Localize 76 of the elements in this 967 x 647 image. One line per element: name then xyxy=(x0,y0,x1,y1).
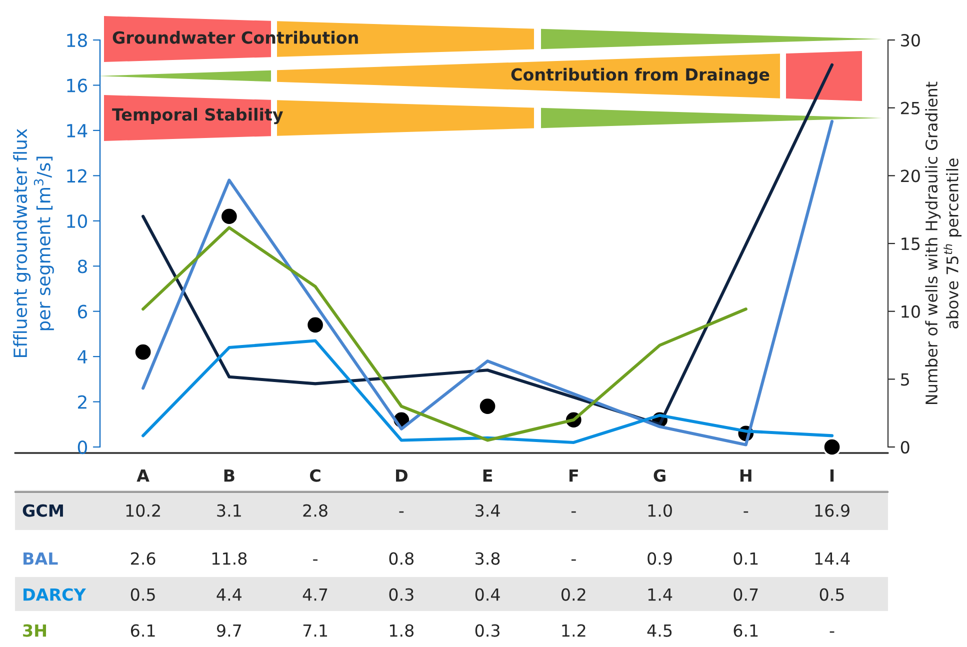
x-tick-label: G xyxy=(654,469,666,482)
data-label: 2.6 xyxy=(131,552,156,565)
x-tick-label: I xyxy=(830,469,834,482)
y2-tick-label: 5 xyxy=(901,373,909,386)
data-label: 7.1 xyxy=(303,624,328,637)
y-tick-label: 16 xyxy=(67,78,88,92)
data-label: 0.2 xyxy=(562,588,586,601)
y-tick-label: 12 xyxy=(67,169,86,183)
data-label: 3.8 xyxy=(476,552,500,565)
x-tick-label: C xyxy=(310,469,320,482)
data-label: 1.4 xyxy=(648,588,672,601)
y2-tick-label: 25 xyxy=(901,102,920,114)
point xyxy=(220,207,239,226)
data-label: 0.8 xyxy=(389,552,414,565)
y2-tick-label: 10 xyxy=(902,305,920,318)
data-label: 11.8 xyxy=(212,552,247,565)
y2-tick-label: 30 xyxy=(901,34,920,47)
data-label: 4.4 xyxy=(216,588,242,601)
data-label: 9.7 xyxy=(216,624,242,637)
data-label: 1.2 xyxy=(562,624,586,637)
x-tick-label: H xyxy=(740,469,752,482)
text: 3H xyxy=(23,624,46,637)
data-label: 0.1 xyxy=(734,552,758,565)
data-label: 6.1 xyxy=(734,624,758,637)
y-tick-label: 10 xyxy=(67,214,87,228)
text: - xyxy=(399,511,404,513)
data-label: 4.7 xyxy=(302,588,328,601)
y-tick-label: 14 xyxy=(67,124,88,138)
text: - xyxy=(830,631,834,633)
data-label: 1.0 xyxy=(648,504,672,517)
y2-tick-label: 20 xyxy=(901,170,920,182)
point xyxy=(478,396,497,416)
data-label: 0.5 xyxy=(820,588,844,601)
line-series xyxy=(142,339,834,444)
y-tick-label: 8 xyxy=(78,260,87,274)
text: - xyxy=(571,559,576,561)
data-label: 16.9 xyxy=(815,504,850,517)
data-label: 1.8 xyxy=(390,624,414,637)
text: GCM xyxy=(22,504,63,517)
line-series xyxy=(142,226,748,442)
data-label: 2.8 xyxy=(303,504,328,517)
y-tick-label: 4 xyxy=(78,350,88,364)
y-tick-label: 18 xyxy=(67,33,87,48)
point xyxy=(306,316,325,334)
y2-axis-title: Number of wells with Hydraulic Gradient above 75$^{th}$ percentile xyxy=(925,82,962,404)
y-axis-title: Effluent groundwater flux per segment [m$^{3}$/s] xyxy=(13,128,54,357)
y2-tick-label: 0 xyxy=(900,440,910,454)
y-tick-label: 0 xyxy=(78,440,87,454)
x-tick-label: A xyxy=(136,469,150,482)
x-tick-label: F xyxy=(570,469,578,482)
data-label: 0.7 xyxy=(734,588,758,601)
text: - xyxy=(571,511,576,513)
text: BAL xyxy=(24,552,58,565)
point xyxy=(134,342,152,362)
data-label: 0.5 xyxy=(130,588,155,601)
text: - xyxy=(313,559,318,561)
text: DARCY xyxy=(24,588,86,601)
x-tick-label: D xyxy=(396,469,408,482)
data-label: 0.9 xyxy=(648,552,672,565)
x-tick-label: B xyxy=(224,469,234,482)
x-tick-label: E xyxy=(483,469,492,482)
data-label: 6.1 xyxy=(130,624,155,637)
point xyxy=(822,438,842,456)
data-label: 0.3 xyxy=(475,624,500,637)
data-label: 0.3 xyxy=(389,588,414,601)
y-tick-label: 2 xyxy=(78,395,86,409)
data-label: 4.5 xyxy=(647,624,672,637)
y-tick-label: 6 xyxy=(78,304,88,318)
data-label: 3.4 xyxy=(476,504,500,517)
data-label: 0.4 xyxy=(475,588,500,601)
data-label: 14.4 xyxy=(815,552,850,565)
data-label: 10.2 xyxy=(126,504,160,517)
text: - xyxy=(744,511,748,513)
y2-tick-label: 15 xyxy=(902,238,920,250)
data-label: 3.1 xyxy=(217,504,241,517)
annotation: Contribution from Drainage xyxy=(511,68,770,84)
